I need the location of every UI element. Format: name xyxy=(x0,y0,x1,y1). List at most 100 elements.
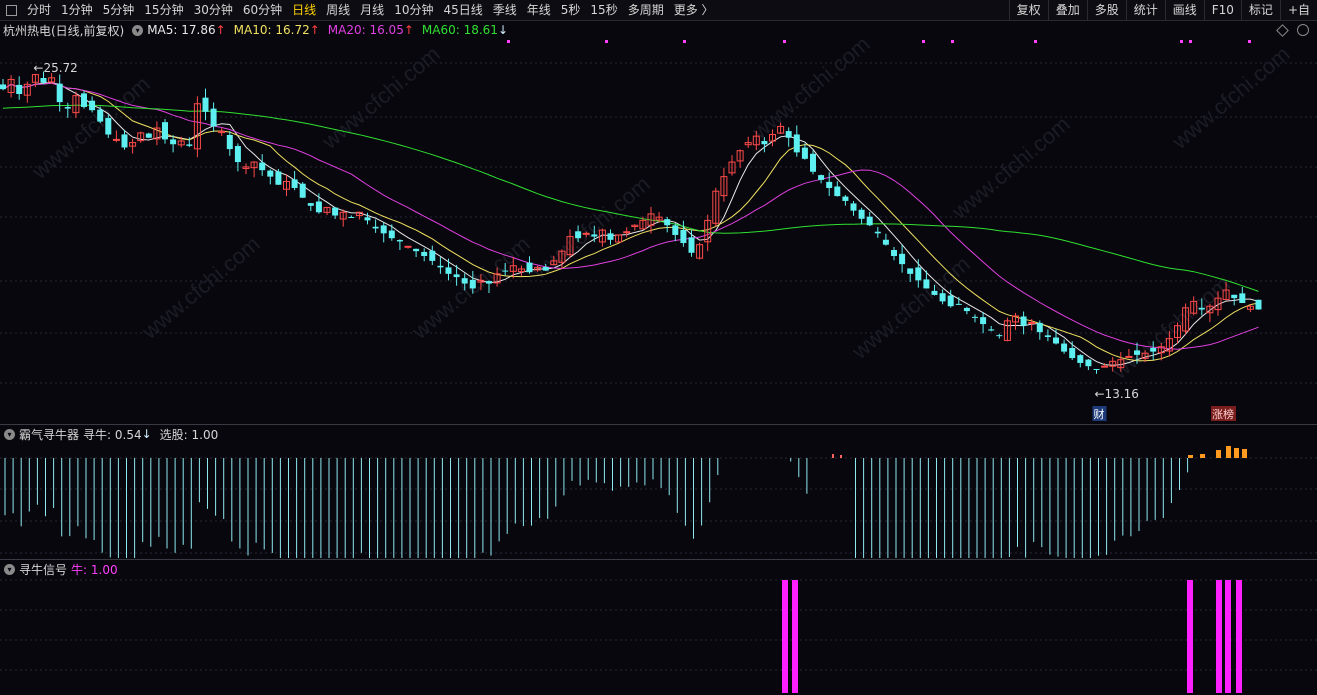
high-price-label: ←25.72 xyxy=(33,61,77,75)
period-daily[interactable]: 日线 xyxy=(292,3,317,17)
candle-body xyxy=(1093,368,1100,370)
candle-body xyxy=(818,175,825,180)
candle-body xyxy=(558,250,566,263)
signal-dot xyxy=(605,40,608,43)
candle-body xyxy=(947,295,954,307)
period-5min[interactable]: 5分钟 xyxy=(102,3,135,17)
period-30min[interactable]: 30分钟 xyxy=(193,3,233,17)
candle-body xyxy=(64,107,71,109)
candle-body xyxy=(16,84,23,95)
candle-body xyxy=(153,127,161,140)
candle-body xyxy=(720,176,728,197)
candle-body xyxy=(639,219,647,230)
candle-body xyxy=(445,267,452,274)
custom-button[interactable]: +自 xyxy=(1279,0,1317,20)
watermark-text: www.cfchi.com xyxy=(1106,271,1234,384)
candle-body xyxy=(1085,359,1092,367)
watermark-text: www.cfchi.com xyxy=(946,111,1074,224)
candle-body xyxy=(234,146,241,163)
candle-body xyxy=(1134,350,1140,355)
candle-body xyxy=(105,118,112,135)
candle-body xyxy=(97,109,104,122)
niu-signal-bar xyxy=(1236,580,1242,693)
candle-body xyxy=(437,265,444,268)
circle-icon[interactable] xyxy=(1297,24,1309,36)
candle-body xyxy=(591,234,598,237)
overlay-button[interactable]: 叠加 xyxy=(1047,0,1087,20)
candle-body xyxy=(712,190,720,224)
niu-signal-bar xyxy=(782,580,788,693)
period-10min[interactable]: 10分钟 xyxy=(394,3,434,17)
candle-body xyxy=(421,251,428,257)
signal-dot xyxy=(922,40,925,43)
candle-body xyxy=(275,171,282,185)
candle-body xyxy=(1190,300,1198,314)
period-weekly[interactable]: 周线 xyxy=(326,3,351,17)
candle-body xyxy=(1231,294,1238,299)
period-1min[interactable]: 1分钟 xyxy=(61,3,93,17)
xunniu-arrow: ↓ xyxy=(141,427,152,441)
candle-body xyxy=(664,219,671,226)
candle-body xyxy=(137,132,145,142)
candle-body xyxy=(23,83,31,96)
candle-body xyxy=(931,290,938,295)
candle-body xyxy=(1061,343,1068,352)
candle-body xyxy=(1150,347,1157,352)
candle-body xyxy=(615,234,623,243)
period-45day[interactable]: 45日线 xyxy=(443,3,483,17)
candle-body xyxy=(413,248,420,252)
candle-body xyxy=(1165,338,1173,352)
stats-button[interactable]: 统计 xyxy=(1125,0,1165,20)
settings-circle-icon[interactable]: ▾ xyxy=(132,24,144,36)
candle-body xyxy=(882,239,889,245)
candle-body xyxy=(307,203,314,206)
indicator1-chart[interactable] xyxy=(0,443,1317,559)
candle-body xyxy=(186,144,193,146)
zhangban-badge xyxy=(1211,406,1236,421)
indicator2-chart[interactable] xyxy=(0,578,1317,695)
signal-dot xyxy=(683,40,686,43)
candle-body xyxy=(404,245,412,248)
period-quarter[interactable]: 季线 xyxy=(492,3,517,17)
ma20-label: MA20: 16.05 xyxy=(327,23,404,37)
mark-button[interactable]: 标记 xyxy=(1240,0,1280,20)
period-fenshi[interactable]: 分时 xyxy=(27,3,52,17)
candle-body xyxy=(259,162,266,171)
panel-icons xyxy=(1276,23,1309,37)
indicator1-settings-icon[interactable]: ▾ xyxy=(4,428,15,440)
period-15min[interactable]: 15分钟 xyxy=(144,3,184,17)
candle-body xyxy=(1028,321,1036,324)
candle-body xyxy=(939,293,946,302)
period-more[interactable]: 更多 〉 xyxy=(673,3,714,17)
signal-dot xyxy=(1248,40,1251,43)
period-multi[interactable]: 多周期 xyxy=(627,3,664,17)
candle-body xyxy=(31,74,39,83)
period-60min[interactable]: 60分钟 xyxy=(242,3,283,17)
candle-body xyxy=(1101,365,1109,368)
candle-body xyxy=(907,268,914,274)
period-15sec[interactable]: 15秒 xyxy=(590,3,618,17)
draw-line-button[interactable]: 画线 xyxy=(1164,0,1204,20)
candle-body xyxy=(980,317,987,325)
watermark-text: www.cfchi.com xyxy=(1166,41,1294,154)
xuangu-bar xyxy=(1216,450,1221,458)
diamond-icon[interactable] xyxy=(1276,23,1289,37)
window-icon[interactable] xyxy=(6,4,17,16)
candle-body xyxy=(323,206,331,213)
f10-button[interactable]: F10 xyxy=(1203,0,1241,20)
period-monthly[interactable]: 月线 xyxy=(360,3,385,17)
price-chart[interactable]: www.cfchi.com www.cfchi.com www.cfchi.com w… xyxy=(0,40,1317,424)
period-5sec[interactable]: 5秒 xyxy=(560,3,581,17)
fuquan-button[interactable]: 复权 xyxy=(1008,0,1048,20)
signal-dot xyxy=(507,40,510,43)
niu-signal-bar xyxy=(1216,580,1222,693)
multi-stock-button[interactable]: 多股 xyxy=(1086,0,1126,20)
xuangu-value: 选股: 1.00 xyxy=(159,427,219,442)
candle-body xyxy=(339,211,347,220)
candle-body xyxy=(162,122,168,140)
candle-body xyxy=(332,207,339,216)
candle-body xyxy=(972,316,978,318)
candle-body xyxy=(355,211,363,217)
period-year[interactable]: 年线 xyxy=(526,3,551,17)
indicator2-settings-icon[interactable]: ▾ xyxy=(4,563,15,575)
